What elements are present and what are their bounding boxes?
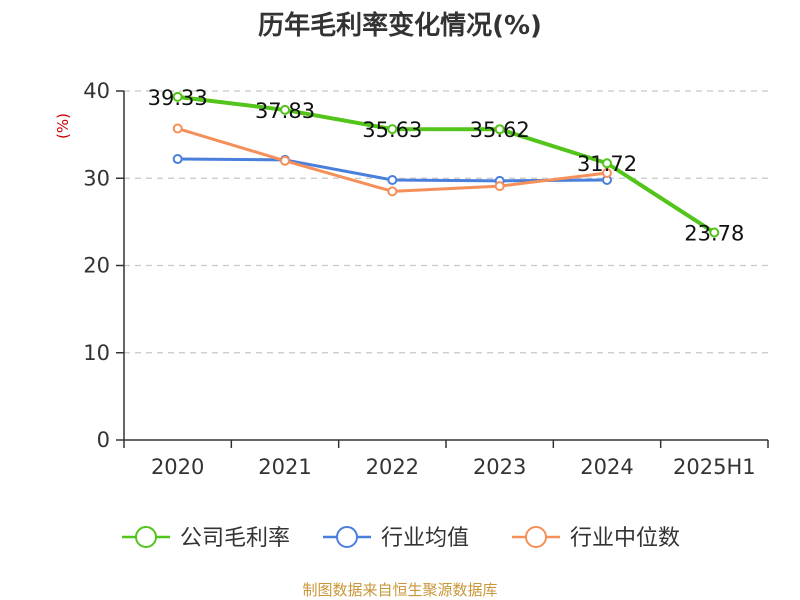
x-tick-label: 2021 <box>258 455 311 479</box>
legend-label: 行业中位数 <box>570 526 680 551</box>
data-point <box>602 158 612 169</box>
axes: 0 10 20 30 40 2020 2021 2022 2023 2024 2025H1 <box>83 79 769 479</box>
source-note: 制图数据来自恒生聚源数据库 <box>302 581 497 599</box>
x-tick-label: 2023 <box>473 455 526 479</box>
y-axis-unit: (%) <box>54 113 72 139</box>
data-point <box>494 124 505 135</box>
series-points <box>172 91 720 238</box>
data-label: 31.72 <box>577 152 637 176</box>
data-label: 35.62 <box>470 118 530 142</box>
chart-title: 历年毛利率变化情况(%) <box>258 10 542 41</box>
y-tick-label: 20 <box>83 254 110 278</box>
legend-marker <box>525 526 547 548</box>
data-point <box>602 168 612 179</box>
x-tick-label: 2022 <box>366 455 419 479</box>
legend-label: 公司毛利率 <box>180 526 290 551</box>
data-label: 39.33 <box>148 86 208 110</box>
y-tick-label: 0 <box>97 428 110 452</box>
x-tick-label: 2024 <box>580 455 633 479</box>
data-label: 35.63 <box>362 118 422 142</box>
legend-marker <box>336 526 358 548</box>
y-tick-label: 10 <box>83 341 110 365</box>
data-point <box>280 155 290 166</box>
grid-lines <box>124 90 768 354</box>
x-tick-label: 2020 <box>151 455 204 479</box>
data-labels: 39.33 37.83 35.63 35.62 31.72 23.78 <box>148 86 745 246</box>
y-tick-label: 30 <box>83 166 110 190</box>
data-point <box>172 123 183 134</box>
data-point <box>387 174 398 185</box>
data-point <box>172 91 183 102</box>
series-line-0 <box>175 94 717 235</box>
data-point <box>709 227 720 238</box>
data-point <box>387 186 398 197</box>
legend-label: 行业均值 <box>381 526 469 551</box>
data-point <box>172 154 183 165</box>
data-point <box>387 124 398 135</box>
data-label: 37.83 <box>255 99 315 123</box>
data-point <box>494 181 505 192</box>
x-tick-label: 2025H1 <box>673 455 756 479</box>
y-tick-label: 40 <box>83 79 110 103</box>
legend: 公司毛利率 行业均值 行业中位数 <box>122 526 680 551</box>
legend-marker <box>135 526 157 548</box>
data-label: 23.78 <box>684 222 744 246</box>
data-point <box>280 104 290 115</box>
